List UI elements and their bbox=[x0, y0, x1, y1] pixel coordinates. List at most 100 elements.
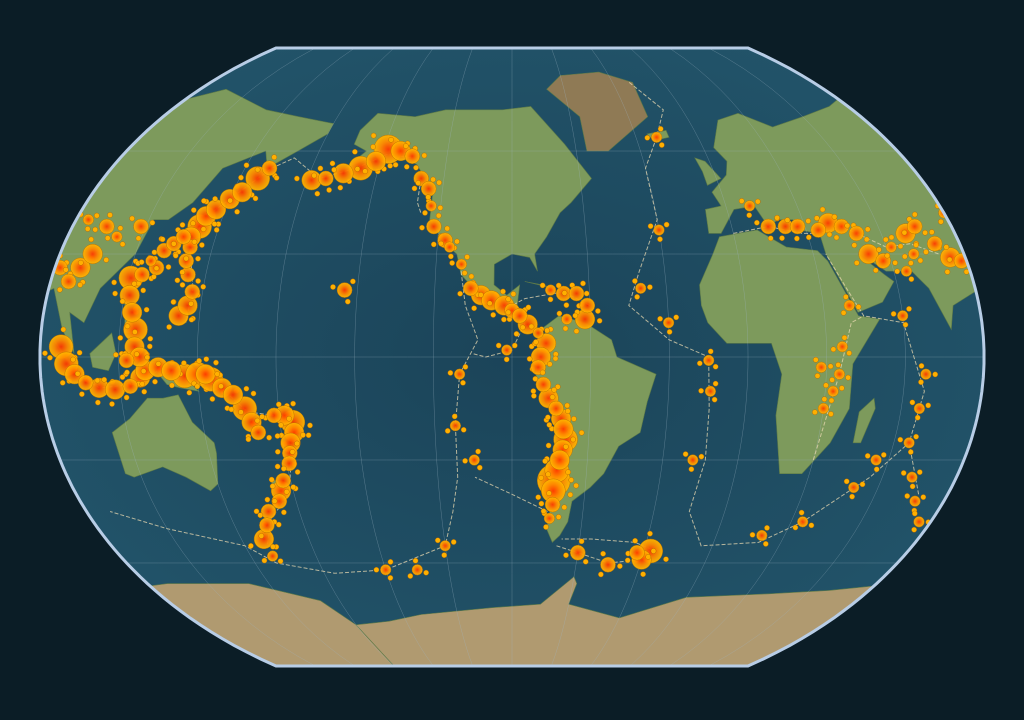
earthquake-marker bbox=[532, 376, 539, 382]
earthquake-marker bbox=[540, 508, 547, 514]
earthquake-marker bbox=[863, 236, 870, 243]
earthquake-marker bbox=[813, 356, 819, 363]
earthquake-marker bbox=[821, 396, 828, 403]
earthquake-marker bbox=[214, 371, 220, 377]
earthquake-marker bbox=[454, 238, 460, 245]
earthquake-marker bbox=[169, 382, 175, 389]
earthquake-marker bbox=[275, 472, 291, 489]
earthquake-marker bbox=[925, 402, 932, 409]
earthquake-marker bbox=[475, 448, 481, 455]
earthquake-marker bbox=[929, 229, 935, 235]
earthquake-marker bbox=[387, 575, 394, 581]
earthquake-marker bbox=[195, 364, 216, 385]
earthquake-marker bbox=[528, 323, 535, 330]
earthquake-marker bbox=[563, 443, 569, 450]
earthquake-marker bbox=[133, 351, 140, 357]
meridian-line bbox=[433, 48, 473, 666]
landmass-britain bbox=[694, 157, 722, 186]
earthquake-marker bbox=[403, 143, 409, 149]
earthquake-marker bbox=[60, 273, 77, 290]
earthquake-marker bbox=[864, 226, 871, 233]
earthquake-marker bbox=[545, 471, 551, 478]
earthquake-marker bbox=[188, 300, 194, 307]
earthquake-marker bbox=[538, 500, 545, 507]
earthquake-marker bbox=[535, 494, 542, 501]
earthquake-marker bbox=[196, 358, 202, 364]
earthquake-marker bbox=[913, 433, 919, 440]
earthquake-marker bbox=[888, 234, 895, 241]
earthquake-marker bbox=[578, 538, 585, 545]
earthquake-marker bbox=[117, 335, 124, 341]
earthquake-marker bbox=[117, 225, 124, 231]
earthquake-marker bbox=[918, 379, 924, 385]
earthquake-marker bbox=[848, 481, 860, 494]
earthquake-marker bbox=[519, 324, 526, 331]
earthquake-marker bbox=[228, 406, 235, 413]
earthquake-marker bbox=[495, 342, 502, 349]
earthquake-marker bbox=[264, 496, 271, 503]
earthquake-marker bbox=[754, 219, 760, 226]
earthquake-marker bbox=[926, 235, 943, 252]
earthquake-marker bbox=[181, 360, 187, 366]
earthquake-marker bbox=[644, 134, 651, 141]
meridian-line bbox=[275, 48, 395, 666]
earthquake-marker bbox=[404, 148, 421, 164]
earthquake-marker bbox=[914, 414, 921, 421]
earthquake-marker bbox=[195, 255, 201, 262]
earthquake-marker bbox=[544, 327, 550, 334]
earthquake-marker bbox=[403, 163, 410, 170]
earthquake-marker bbox=[439, 540, 451, 552]
earthquake-marker bbox=[698, 387, 704, 394]
earthquake-marker bbox=[234, 208, 240, 215]
earthquake-marker bbox=[119, 298, 126, 305]
earthquake-marker bbox=[600, 556, 616, 573]
earthquake-marker bbox=[848, 225, 865, 242]
earthquake-marker bbox=[555, 514, 562, 520]
earthquake-marker bbox=[190, 220, 196, 227]
earthquake-marker bbox=[572, 312, 579, 319]
earthquake-marker bbox=[635, 282, 647, 294]
earthquake-marker bbox=[512, 342, 518, 349]
earthquake-marker bbox=[851, 242, 858, 248]
earthquake-marker bbox=[435, 212, 442, 219]
earthquake-marker bbox=[659, 142, 665, 148]
earthquake-marker bbox=[188, 316, 195, 323]
earthquake-marker bbox=[859, 481, 866, 488]
earthquake-marker bbox=[561, 313, 573, 325]
earthquake-marker bbox=[755, 198, 761, 205]
earthquake-marker bbox=[873, 267, 879, 274]
earthquake-marker bbox=[836, 341, 848, 353]
earthquake-marker bbox=[119, 241, 126, 247]
earthquake-marker bbox=[570, 544, 586, 561]
earthquake-marker bbox=[194, 383, 201, 390]
earthquake-marker bbox=[538, 474, 544, 481]
earthquake-marker bbox=[253, 508, 260, 515]
earthquake-marker bbox=[870, 454, 882, 466]
earthquake-marker bbox=[227, 197, 233, 204]
earthquake-marker bbox=[109, 401, 115, 407]
earthquake-marker bbox=[146, 343, 153, 350]
earthquake-marker bbox=[444, 428, 451, 434]
earthquake-marker bbox=[904, 493, 911, 499]
earthquake-marker bbox=[789, 218, 806, 235]
earthquake-marker bbox=[792, 524, 799, 531]
earthquake-marker bbox=[209, 396, 216, 402]
earthquake-marker bbox=[553, 419, 574, 440]
meridian-line bbox=[708, 48, 906, 666]
earthquake-marker bbox=[454, 368, 466, 380]
earthquake-marker bbox=[573, 328, 580, 335]
earthquake-marker bbox=[657, 236, 663, 242]
earthquake-marker bbox=[76, 349, 83, 356]
earthquake-marker bbox=[549, 394, 556, 400]
earthquake-marker bbox=[476, 464, 483, 471]
earthquake-marker bbox=[561, 290, 568, 296]
earthquake-marker bbox=[344, 298, 351, 305]
earthquake-marker bbox=[883, 236, 889, 243]
earthquake-marker bbox=[438, 240, 444, 247]
earthquake-marker bbox=[457, 290, 463, 297]
earthquake-marker bbox=[77, 282, 83, 288]
earthquake-marker bbox=[906, 306, 912, 312]
earthquake-marker bbox=[331, 166, 337, 173]
earthquake-marker bbox=[500, 288, 506, 295]
earthquake-marker bbox=[463, 280, 479, 297]
